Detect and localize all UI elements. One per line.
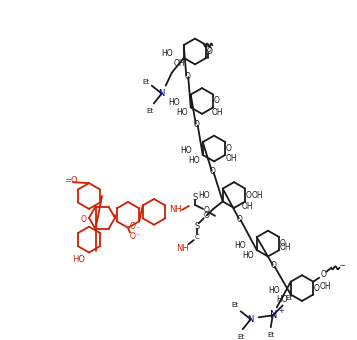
Text: Et: Et — [142, 79, 149, 85]
Text: -: - — [137, 232, 139, 238]
Text: O: O — [130, 222, 136, 231]
Text: O: O — [237, 215, 243, 224]
Text: HO: HO — [268, 286, 280, 294]
Text: O: O — [205, 46, 211, 54]
Text: Et: Et — [267, 332, 274, 338]
Text: O: O — [245, 190, 251, 200]
Text: HO: HO — [242, 251, 254, 260]
Text: OH: OH — [320, 282, 332, 291]
Text: OH: OH — [212, 108, 223, 117]
Text: O: O — [213, 97, 219, 105]
Text: O: O — [206, 47, 212, 56]
Text: O: O — [279, 239, 285, 248]
Text: $\sim$: $\sim$ — [337, 260, 347, 269]
Text: Et: Et — [146, 108, 153, 114]
Text: Et: Et — [285, 295, 292, 302]
Text: N: N — [270, 310, 277, 320]
Text: O: O — [271, 261, 277, 270]
Text: HO: HO — [198, 190, 210, 200]
Text: O: O — [313, 284, 319, 293]
Text: O: O — [81, 215, 87, 224]
Text: -: - — [137, 224, 139, 230]
Text: HO: HO — [276, 295, 288, 305]
Text: HO: HO — [161, 49, 173, 58]
Text: O: O — [194, 120, 200, 129]
Text: O: O — [184, 72, 190, 81]
Text: OH: OH — [226, 154, 238, 163]
Text: S: S — [192, 192, 198, 202]
Text: O: O — [225, 144, 231, 153]
Text: NH: NH — [176, 243, 189, 253]
Text: HO: HO — [169, 99, 180, 107]
Text: Et: Et — [231, 302, 238, 308]
Text: NH: NH — [169, 205, 181, 215]
Text: O: O — [210, 167, 216, 176]
Text: HO: HO — [176, 108, 188, 117]
Text: HO: HO — [180, 146, 192, 155]
Text: C: C — [194, 234, 199, 240]
Text: +: + — [278, 308, 284, 314]
Text: HO: HO — [235, 241, 246, 250]
Text: Et: Et — [237, 334, 244, 340]
Text: OH: OH — [252, 190, 263, 200]
Text: N: N — [159, 89, 165, 98]
Text: O: O — [320, 270, 326, 279]
Text: O: O — [204, 206, 210, 215]
Text: S: S — [194, 222, 199, 231]
Text: OH: OH — [280, 243, 292, 252]
Text: O: O — [204, 211, 210, 220]
Text: OH: OH — [242, 202, 253, 211]
Text: =O: =O — [64, 176, 78, 185]
Text: N: N — [247, 315, 254, 324]
Text: OH: OH — [174, 59, 185, 68]
Text: O: O — [130, 232, 136, 241]
Text: HO: HO — [72, 255, 85, 264]
Text: HO: HO — [188, 156, 200, 165]
